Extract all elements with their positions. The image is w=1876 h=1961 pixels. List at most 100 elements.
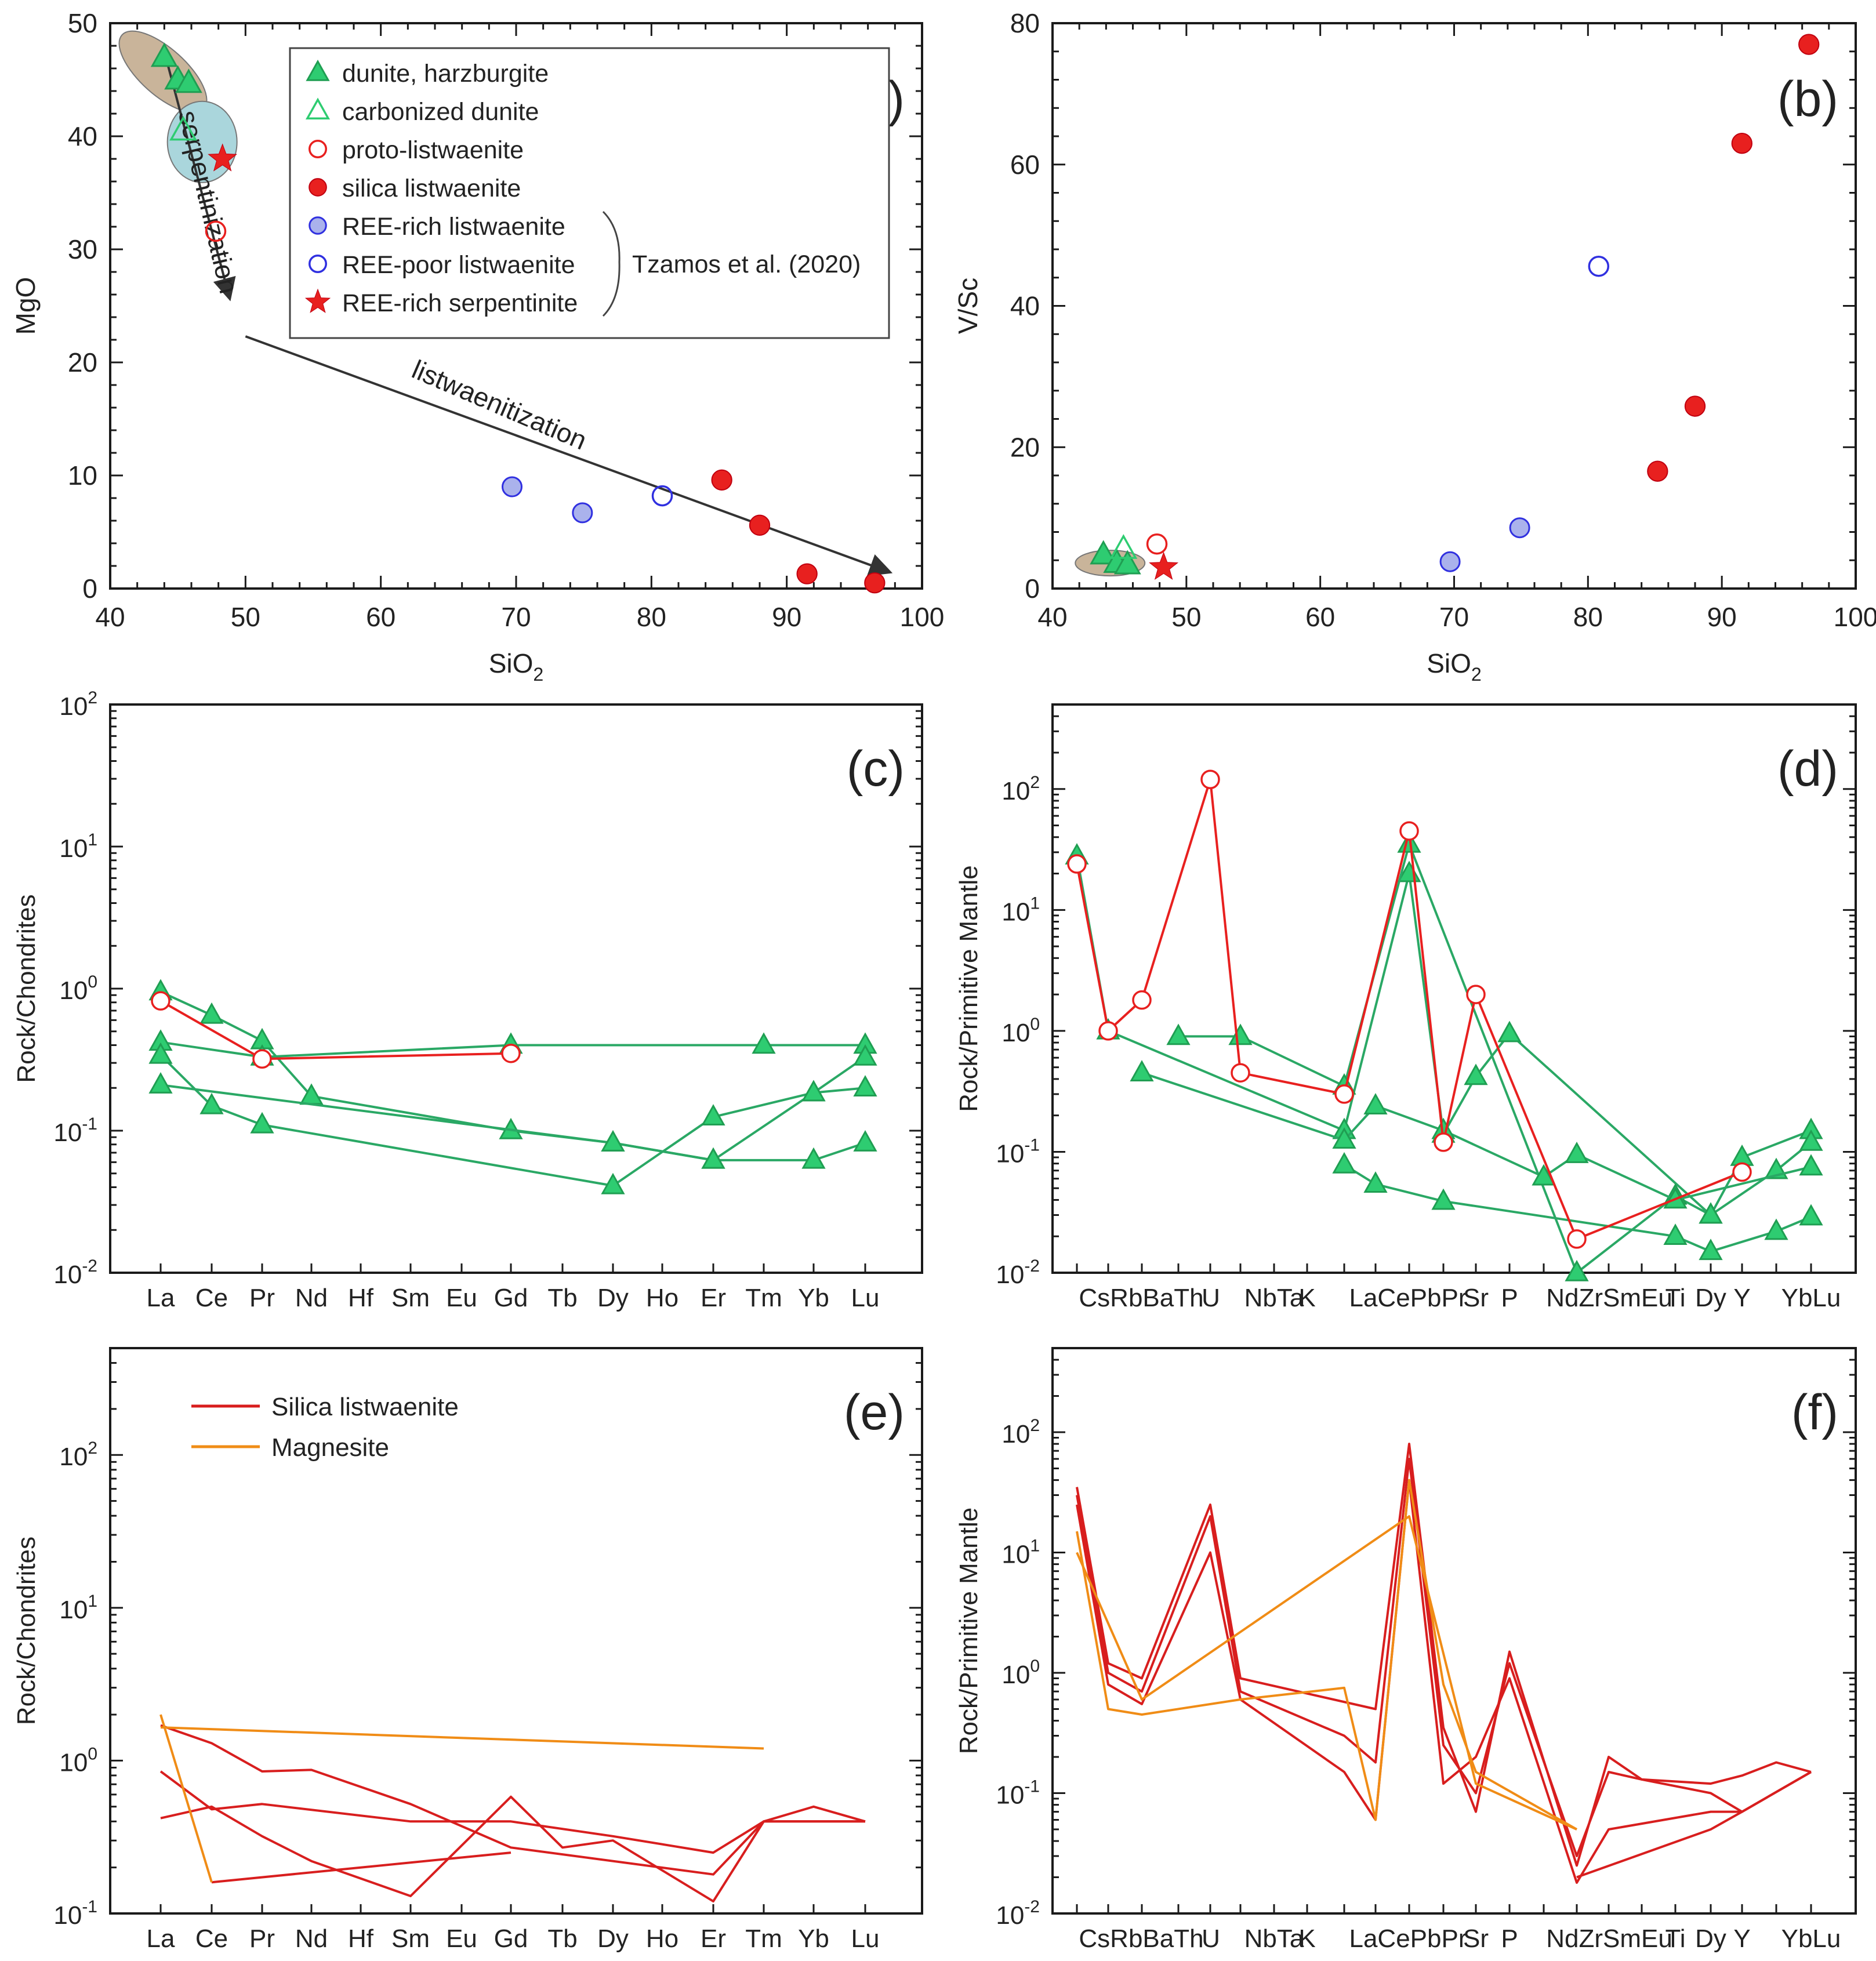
x-category-label: Y bbox=[1733, 1924, 1750, 1953]
series-line bbox=[1141, 1072, 1812, 1201]
data-point-triangle bbox=[1397, 831, 1421, 853]
x-category-label: LaCePbPr bbox=[1349, 1924, 1467, 1953]
data-point-circle-filled bbox=[1647, 460, 1668, 482]
data-point-triangle bbox=[752, 1032, 776, 1054]
x-category-label: Dy bbox=[597, 1284, 629, 1312]
x-category-label: LaCePbPr bbox=[1349, 1284, 1467, 1312]
series-line bbox=[211, 1851, 511, 1884]
x-category-label: Lu bbox=[851, 1924, 880, 1953]
data-point-triangle bbox=[601, 1172, 625, 1194]
data-point-triangle bbox=[1532, 1164, 1556, 1186]
data-point-star bbox=[1149, 551, 1179, 580]
legend-marker-circle-filled bbox=[309, 178, 327, 197]
panel-c: 10-2 10-1 100 101 102 La Ce Pr Nd Hf Sm Eu Gd Tb Dy Ho E… bbox=[12, 688, 923, 1312]
data-point-triangle bbox=[148, 1042, 173, 1064]
data-point-circle-blue-filled bbox=[1439, 551, 1461, 572]
x-tick-label: 60 bbox=[1305, 602, 1335, 632]
data-point-triangle bbox=[199, 1002, 224, 1024]
x-category-label: Ti bbox=[1665, 1284, 1685, 1312]
legend-entry: Silica listwaenite bbox=[271, 1393, 459, 1421]
x-category-label: La bbox=[147, 1924, 175, 1953]
x-category-label: Sr bbox=[1463, 1924, 1489, 1953]
data-point-circle bbox=[1132, 990, 1152, 1010]
x-category-label: Hf bbox=[348, 1284, 374, 1312]
x-tick-label: 50 bbox=[231, 602, 260, 632]
y-tick-label: 0 bbox=[82, 573, 97, 604]
x-category-label: NbTa bbox=[1244, 1284, 1304, 1312]
y-tick-label: 50 bbox=[68, 8, 97, 38]
x-tick-label: 80 bbox=[1573, 602, 1603, 632]
series-line bbox=[1576, 1810, 1743, 1879]
x-category-label: Sm bbox=[391, 1924, 430, 1953]
data-point-triangle bbox=[148, 1072, 173, 1094]
x-category-label: Er bbox=[701, 1924, 726, 1953]
data-point-triangle-filled bbox=[175, 68, 202, 93]
series-line bbox=[1076, 1479, 1577, 1831]
x-category-label: Tb bbox=[547, 1924, 577, 1953]
plot-frame bbox=[109, 703, 923, 1274]
y-tick-label: 102 bbox=[59, 688, 97, 721]
data-point-triangle bbox=[1363, 1171, 1388, 1193]
y-tick-label: 10-2 bbox=[996, 1897, 1040, 1930]
data-point-triangle bbox=[1565, 1259, 1589, 1281]
data-point-circle-blue-filled bbox=[502, 476, 522, 497]
legend-entry: proto-listwaenite bbox=[342, 136, 524, 164]
panel-a: 40506070809010001020304050SiO2MgO(a)serp… bbox=[10, 8, 944, 685]
data-point-triangle bbox=[1228, 1023, 1253, 1045]
x-category-label: Dy bbox=[1695, 1284, 1726, 1312]
series-line bbox=[1076, 855, 1812, 1216]
data-point-triangle bbox=[853, 1075, 877, 1097]
series-line bbox=[1076, 1479, 1812, 1884]
data-point-triangle bbox=[1166, 1023, 1191, 1045]
y-tick-label: 100 bbox=[59, 972, 97, 1005]
data-point-triangle bbox=[701, 1147, 725, 1169]
legend-marker-star bbox=[304, 288, 331, 313]
y-tick-label: 100 bbox=[1001, 1015, 1040, 1047]
y-tick-label: 20 bbox=[68, 347, 97, 377]
legend-reference: Tzamos et al. (2020) bbox=[632, 250, 861, 278]
x-category-label: P bbox=[1501, 1284, 1518, 1312]
data-point-circle bbox=[1231, 1063, 1250, 1083]
x-category-label: CsRbBaTh bbox=[1079, 1924, 1203, 1953]
y-tick-label: 10-1 bbox=[53, 1114, 97, 1147]
y-tick-label: 10-2 bbox=[53, 1257, 97, 1289]
data-point-triangle bbox=[701, 1104, 725, 1126]
legend: dunite, harzburgite carbonized dunite prot… bbox=[289, 47, 890, 339]
x-category-label: Y bbox=[1733, 1284, 1750, 1312]
x-tick-label: 100 bbox=[900, 602, 945, 632]
data-point-triangle bbox=[1764, 1218, 1788, 1240]
x-category-label: Ce bbox=[195, 1284, 228, 1312]
data-point-circle-filled bbox=[864, 572, 886, 594]
data-point-circle-filled bbox=[796, 563, 818, 584]
data-point-triangle bbox=[1332, 1127, 1356, 1149]
y-tick-label: 80 bbox=[1010, 8, 1040, 38]
y-tick-label: 40 bbox=[68, 121, 97, 151]
data-point-triangle bbox=[1464, 1063, 1488, 1085]
series-line bbox=[1076, 1515, 1577, 1831]
data-point-triangle bbox=[1130, 1060, 1154, 1082]
data-point-triangle bbox=[1799, 1154, 1823, 1176]
data-point-triangle bbox=[199, 1092, 224, 1114]
data-point-circle bbox=[1434, 1132, 1453, 1152]
x-category-label: Gd bbox=[494, 1284, 528, 1312]
data-point-circle bbox=[1399, 821, 1419, 841]
y-tick-label: 101 bbox=[59, 830, 97, 863]
data-point-circle-filled bbox=[1731, 133, 1752, 154]
x-category-label: Yb bbox=[798, 1284, 829, 1312]
x-category-label: NdZrSmEu bbox=[1546, 1924, 1672, 1953]
data-point-triangle bbox=[1431, 1188, 1456, 1210]
x-category-label: Tm bbox=[745, 1284, 782, 1312]
data-point-circle-blue-filled bbox=[572, 502, 593, 524]
listwaenitization-arrow bbox=[245, 335, 893, 576]
data-point-circle bbox=[151, 991, 170, 1011]
data-point-triangle bbox=[853, 1130, 877, 1152]
y-axis-label: V/Sc bbox=[953, 278, 983, 334]
data-point-circle bbox=[1200, 769, 1220, 790]
x-category-label: Sr bbox=[1463, 1284, 1489, 1312]
x-category-label: Lu bbox=[851, 1284, 880, 1312]
data-point-circle-blue-open bbox=[651, 485, 673, 507]
x-category-label: Ho bbox=[646, 1284, 678, 1312]
data-point-triangle bbox=[1799, 1129, 1823, 1151]
data-point-circle bbox=[1732, 1162, 1752, 1182]
